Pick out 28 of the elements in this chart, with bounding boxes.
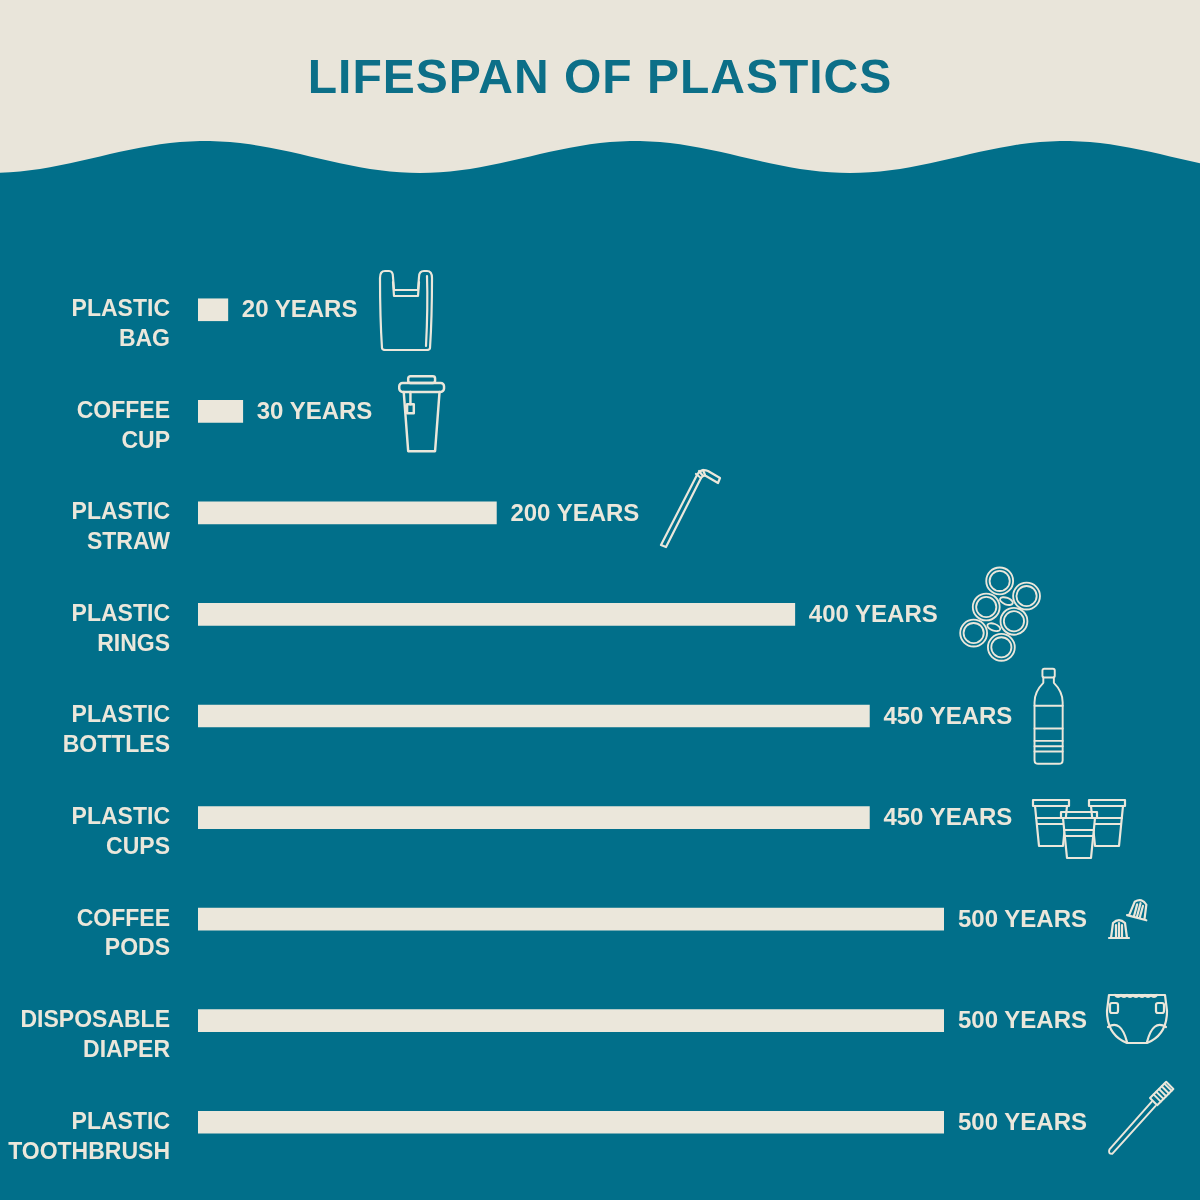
y-tick-label: COFFEE PODS: [76, 904, 170, 961]
data-label: 200 YEARS: [510, 498, 640, 526]
bar: [198, 298, 229, 322]
bar: [198, 806, 870, 829]
bar: [198, 1110, 944, 1134]
data-label: 30 YEARS: [256, 396, 373, 424]
chart-title: LIFESPAN OF PLASTICS: [307, 49, 893, 105]
y-tick-label: PLASTIC RINGS: [71, 599, 170, 656]
y-tick-label: COFFEE CUP: [76, 396, 170, 453]
data-label: 20 YEARS: [241, 295, 358, 323]
data-label: 500 YEARS: [958, 1006, 1087, 1034]
data-label: 500 YEARS: [958, 904, 1087, 932]
bar: [198, 603, 796, 626]
y-tick-label: PLASTIC STRAW: [71, 498, 171, 555]
y-tick-label: PLASTIC BOTTLES: [62, 701, 170, 758]
bar: [198, 400, 244, 423]
bar: [198, 907, 944, 931]
y-tick-label: PLASTIC TOOTHBRUSH: [8, 1107, 170, 1164]
y-tick-label: PLASTIC BAG: [71, 295, 170, 352]
y-tick-label: DISPOSABLE DIAPER: [20, 1006, 171, 1062]
data-label: 400 YEARS: [808, 600, 938, 628]
data-label: 450 YEARS: [883, 701, 1013, 729]
data-label: 450 YEARS: [883, 803, 1013, 831]
bar: [198, 1009, 944, 1032]
bar: [198, 704, 870, 728]
y-tick-label: PLASTIC CUPS: [71, 802, 170, 859]
bar: [198, 501, 497, 525]
data-label: 500 YEARS: [958, 1107, 1087, 1135]
